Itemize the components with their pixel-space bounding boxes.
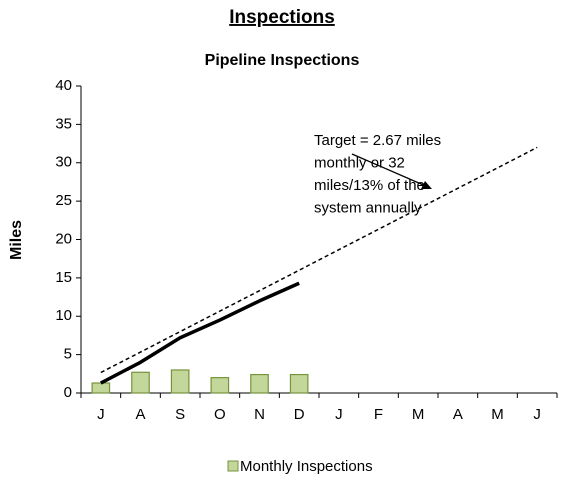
y-tick-label: 20 [55,230,72,247]
y-tick-label: 15 [55,269,72,286]
bar [250,373,269,394]
x-tick-label: J [335,406,343,423]
legend-label: Monthly Inspections [240,458,373,475]
x-tick-label: F [374,406,383,423]
y-tick-label: 25 [55,192,72,209]
x-tick-label: D [294,406,305,423]
y-tick-label: 0 [64,384,72,401]
cumulative-line [100,281,300,385]
bar [131,371,150,394]
x-tick-label: J [97,406,105,423]
annotation: Target = 2.67 miles [314,132,441,149]
y-tick-label: 10 [55,307,72,324]
x-tick-label: J [533,406,541,423]
bar [91,382,111,394]
target-line [100,146,538,374]
annotation: monthly or 32 [314,154,405,171]
annotation-arrow [351,153,429,188]
y-axis-label: Miles [8,220,25,260]
x-tick-label: A [453,406,463,423]
x-tick-label: M [491,406,504,423]
x-tick-label: M [412,406,425,423]
x-tick-label: N [254,406,265,423]
bar [210,377,230,394]
y-tick-label: 30 [55,154,72,171]
legend-swatch [227,460,239,472]
chart-subtitle: Pipeline Inspections [205,52,360,69]
annotation: miles/13% of the [314,177,425,194]
x-tick-label: A [135,406,145,423]
x-tick-label: S [175,406,185,423]
bar [289,373,309,394]
bar [170,369,190,394]
x-tick-label: O [214,406,226,423]
y-tick-label: 40 [55,77,72,94]
y-tick-label: 35 [55,115,72,132]
y-tick-label: 5 [64,346,72,363]
annotation: system annually [314,199,422,216]
chart-title: Inspections [229,7,335,28]
arrow-head [421,181,432,189]
